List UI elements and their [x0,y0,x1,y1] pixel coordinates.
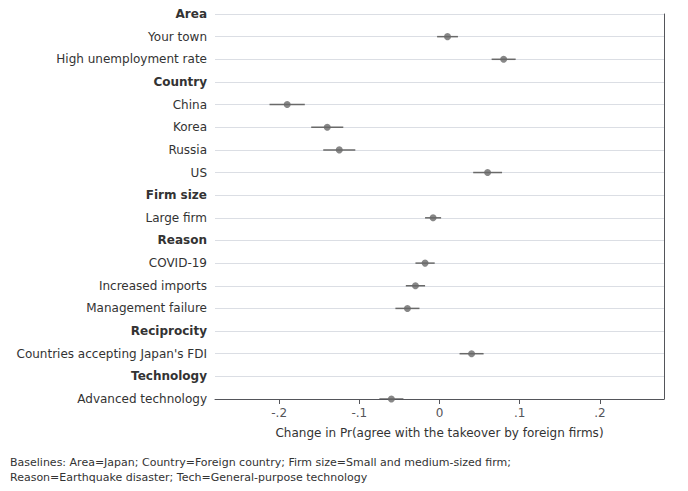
svg-text:Technology: Technology [131,369,207,383]
svg-text:Area: Area [176,7,207,21]
svg-text:Reciprocity: Reciprocity [131,324,207,338]
svg-text:Increased imports: Increased imports [99,279,207,293]
svg-text:Russia: Russia [168,143,207,157]
svg-text:High unemployment rate: High unemployment rate [56,52,207,66]
svg-text:Large firm: Large firm [145,211,207,225]
svg-text:Firm size: Firm size [146,188,207,202]
svg-text:-.2: -.2 [271,406,287,420]
svg-text:Countries accepting Japan's FD: Countries accepting Japan's FDI [17,347,208,361]
svg-text:Change in Pr(agree with the ta: Change in Pr(agree with the takeover by … [275,426,603,440]
svg-text:China: China [173,98,207,112]
svg-text:Country: Country [153,75,207,89]
svg-text:.1: .1 [514,406,525,420]
svg-text:-.1: -.1 [351,406,367,420]
svg-text:Management failure: Management failure [86,301,207,315]
svg-text:Reason=Earthquake disaster; Te: Reason=Earthquake disaster; Tech=General… [10,471,368,484]
svg-text:US: US [191,166,207,180]
svg-text:Advanced technology: Advanced technology [77,392,207,406]
svg-text:0: 0 [436,406,444,420]
svg-text:Korea: Korea [173,120,207,134]
svg-text:Your town: Your town [147,30,207,44]
svg-text:COVID-19: COVID-19 [149,256,207,270]
svg-text:Baselines: Area=Japan; Country: Baselines: Area=Japan; Country=Foreign c… [10,456,511,469]
svg-text:.2: .2 [594,406,605,420]
svg-text:Reason: Reason [158,233,207,247]
